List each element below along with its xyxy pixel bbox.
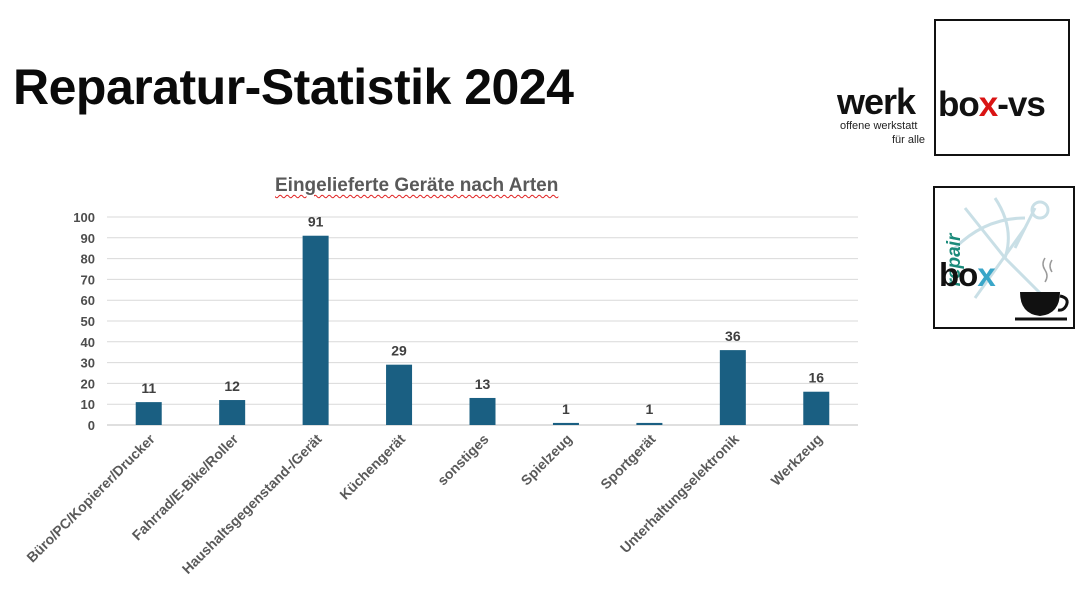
repairbox-logo-box-word: box <box>939 256 996 293</box>
werkbox-logo-subline-1: offene werkstatt <box>840 120 918 132</box>
x-tick-label: sonstiges <box>434 431 492 489</box>
bar <box>386 364 413 425</box>
x-tick-label: Büro/PC/Kopierer/Drucker <box>23 430 158 565</box>
bar <box>552 422 579 425</box>
chart-bars <box>135 235 830 425</box>
bar <box>803 391 830 425</box>
data-label: 91 <box>308 214 324 230</box>
data-label: 11 <box>141 380 156 396</box>
tools-background-icon <box>953 197 1069 321</box>
y-tick-label: 100 <box>73 210 95 225</box>
y-tick-label: 70 <box>81 272 95 287</box>
x-tick-label: Küchengerät <box>336 431 408 503</box>
data-label: 29 <box>391 343 407 359</box>
y-tick-label: 0 <box>88 418 95 433</box>
y-tick-label: 20 <box>81 376 95 391</box>
y-tick-label: 10 <box>81 397 95 412</box>
data-label: 16 <box>808 370 824 386</box>
bar <box>302 235 329 425</box>
y-tick-label: 60 <box>81 293 95 308</box>
x-axis-labels: Büro/PC/Kopierer/DruckerFahrrad/E-Bike/R… <box>23 430 825 576</box>
data-label: 36 <box>725 328 741 344</box>
y-axis-ticks: 0 10 20 30 40 50 60 70 80 90 100 <box>73 210 95 433</box>
y-tick-label: 80 <box>81 252 95 267</box>
x-tick-label: Werkzeug <box>768 431 826 489</box>
bar <box>219 400 246 425</box>
slide-title: Reparatur-Statistik 2024 <box>13 59 574 115</box>
y-tick-label: 50 <box>81 314 95 329</box>
coffee-cup-icon <box>1020 292 1060 316</box>
bar <box>135 402 162 425</box>
werkbox-logo-frame: box-vs <box>934 19 1070 156</box>
bar <box>636 422 663 425</box>
x-tick-label: Sportgerät <box>597 431 659 493</box>
werkbox-logo-subline-2: für alle <box>892 134 926 146</box>
bar <box>469 397 496 425</box>
chart-title: Eingelieferte Geräte nach Arten <box>275 175 559 196</box>
werkbox-logo-box-word: box-vs <box>938 85 1046 124</box>
werkbox-logo-word: werk <box>837 81 916 122</box>
werkbox-logo: werk offene werkstatt für alle box-vs <box>836 18 1076 160</box>
data-label: 13 <box>475 376 491 392</box>
y-tick-label: 30 <box>81 356 95 371</box>
y-tick-label: 40 <box>81 335 95 350</box>
repairbox-logo: repair box <box>933 186 1075 329</box>
y-tick-label: 90 <box>81 231 95 246</box>
data-label: 12 <box>224 378 240 394</box>
bar <box>719 350 746 425</box>
x-tick-label: Haushaltsgegenstand-/Gerät <box>179 431 325 577</box>
x-tick-label: Spielzeug <box>518 431 576 489</box>
data-label: 1 <box>562 401 570 417</box>
data-label: 1 <box>645 401 653 417</box>
